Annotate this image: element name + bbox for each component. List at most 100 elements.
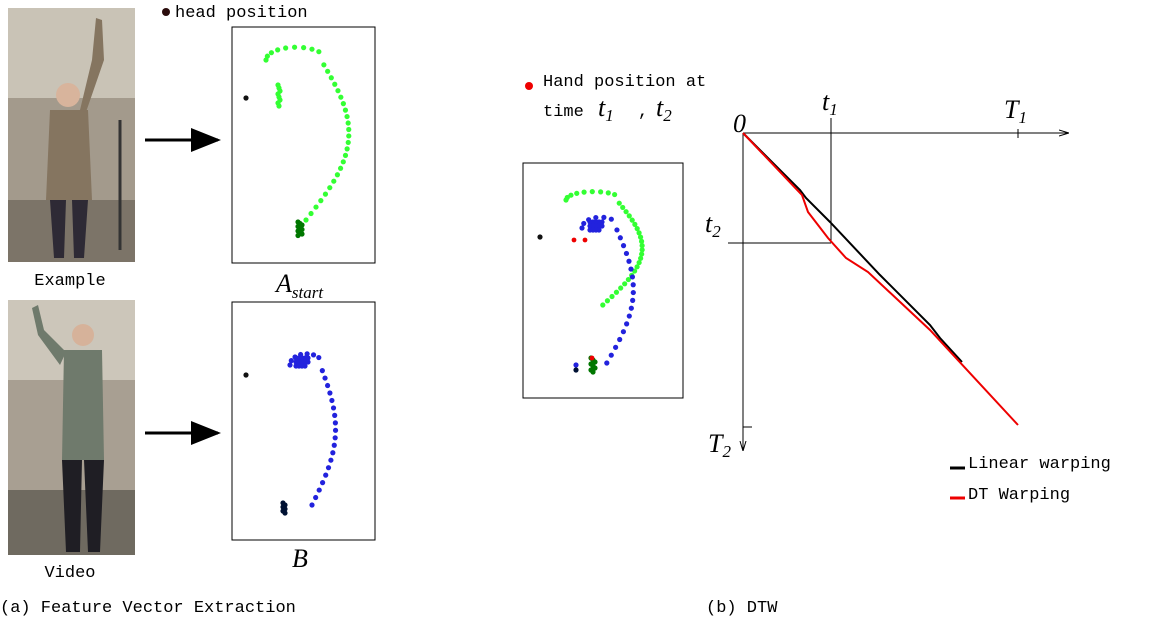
- dot: [321, 62, 326, 67]
- dot: [317, 487, 322, 492]
- dot: [621, 243, 626, 248]
- dot: [338, 166, 343, 171]
- t-sub: 1: [829, 100, 838, 119]
- dot: [332, 82, 337, 87]
- dot: [618, 285, 623, 290]
- dot: [614, 290, 619, 295]
- dot: [573, 367, 578, 372]
- dot: [568, 193, 573, 198]
- dot: [269, 50, 274, 55]
- dot: [630, 274, 635, 279]
- dot: [631, 282, 636, 287]
- dot: [329, 75, 334, 80]
- dot: [606, 190, 611, 195]
- dot: [301, 45, 306, 50]
- axis-label: t1: [822, 87, 838, 119]
- dot: [627, 313, 632, 318]
- dot: [316, 355, 321, 360]
- dot: [346, 120, 351, 125]
- dot: [275, 47, 280, 52]
- dot: [265, 54, 270, 59]
- dot: [624, 321, 629, 326]
- dot: [331, 405, 336, 410]
- dot: [309, 502, 314, 507]
- dot: [344, 114, 349, 119]
- dot: [601, 215, 606, 220]
- t-sub: 2: [722, 442, 731, 461]
- dot: [303, 217, 308, 222]
- dot: [346, 140, 351, 145]
- dot: [276, 103, 281, 108]
- dot: [623, 209, 628, 214]
- dot: [581, 221, 586, 226]
- legend-text: Linear warping: [968, 455, 1111, 474]
- dot: [618, 235, 623, 240]
- dot: [600, 302, 605, 307]
- dot: [598, 189, 603, 194]
- axis-label: T2: [708, 429, 731, 461]
- dot: [609, 294, 614, 299]
- dot: [581, 190, 586, 195]
- caption: (a) Feature Vector Extraction: [0, 599, 296, 618]
- feature-box: [232, 302, 375, 540]
- dot: [341, 101, 346, 106]
- dot: [333, 420, 338, 425]
- dot: [629, 306, 634, 311]
- dot: [609, 217, 614, 222]
- label: Astart: [274, 269, 324, 302]
- dots: [243, 45, 644, 516]
- dot: [590, 356, 595, 361]
- dot: [320, 368, 325, 373]
- dot: [283, 45, 288, 50]
- dot: [624, 251, 629, 256]
- caption: (b) DTW: [706, 599, 778, 618]
- dot: [573, 362, 578, 367]
- label-base: A: [274, 269, 292, 298]
- dot: [332, 443, 337, 448]
- figure: head position Example Video Astart B (a)…: [0, 0, 1174, 624]
- t-sub: 2: [712, 222, 721, 241]
- dot: [292, 45, 297, 50]
- dot: [590, 369, 595, 374]
- dot: [295, 233, 300, 238]
- label: B: [292, 544, 308, 573]
- legend-text: DT Warping: [968, 486, 1070, 505]
- dot: [302, 363, 307, 368]
- dot: [620, 205, 625, 210]
- dot: [617, 201, 622, 206]
- axis-label: T1: [1004, 95, 1027, 127]
- dot: [322, 375, 327, 380]
- t-sub: 1: [605, 106, 614, 125]
- dot: [604, 360, 609, 365]
- dot: [631, 290, 636, 295]
- dot: [318, 198, 323, 203]
- dot: [345, 146, 350, 151]
- dot: [323, 473, 328, 478]
- dot: [289, 358, 294, 363]
- dot: [325, 383, 330, 388]
- dot: [617, 337, 622, 342]
- dot: [583, 238, 588, 243]
- dot: [313, 495, 318, 500]
- dot: [326, 465, 331, 470]
- dot: [596, 227, 601, 232]
- dot: [343, 153, 348, 158]
- legend-dot: [525, 82, 533, 90]
- video-photo: [8, 300, 135, 555]
- dot: [287, 362, 292, 367]
- dot: [332, 413, 337, 418]
- label-sub: start: [292, 283, 324, 302]
- legend-text: head position: [175, 4, 308, 23]
- legend-text: time: [543, 103, 584, 122]
- legend-text: Hand position at: [543, 73, 706, 92]
- axis-label: t2: [705, 209, 721, 241]
- dot: [333, 428, 338, 433]
- dot: [537, 234, 542, 239]
- dot: [323, 192, 328, 197]
- dot: [341, 159, 346, 164]
- dot: [630, 298, 635, 303]
- dot: [627, 213, 632, 218]
- dot: [605, 298, 610, 303]
- dot: [338, 95, 343, 100]
- label: Example: [34, 272, 105, 291]
